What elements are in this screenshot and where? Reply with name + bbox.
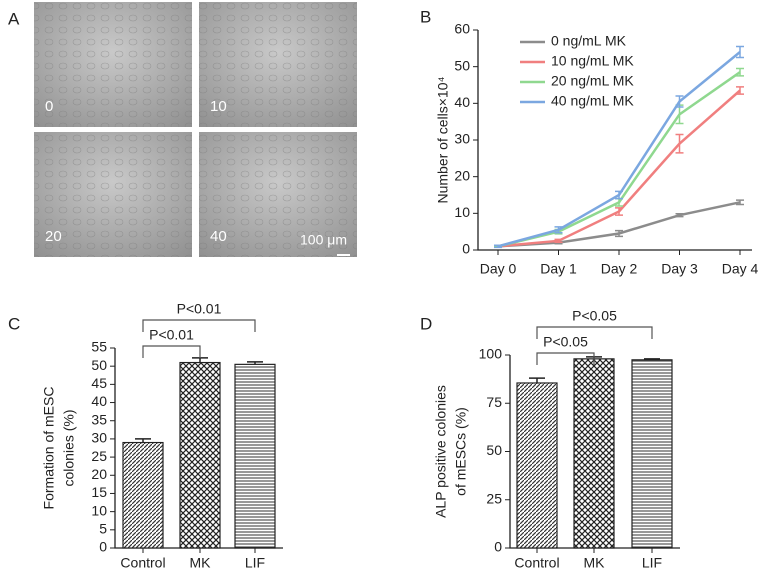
error-bar	[615, 229, 623, 238]
error-bar	[615, 207, 623, 216]
error-bar	[554, 226, 563, 234]
bar	[631, 359, 673, 549]
bar	[516, 382, 558, 549]
y-tick-label: 50	[91, 357, 107, 373]
bar	[122, 441, 164, 549]
y-axis-label: Formation of mESC	[41, 387, 57, 510]
error-bar	[675, 133, 684, 154]
error-bar	[247, 361, 263, 365]
image-label: 0	[45, 98, 53, 115]
error-bar	[494, 244, 502, 249]
y-tick-label: 40	[454, 94, 470, 110]
series-line	[497, 89, 741, 248]
y-tick-label: 15	[91, 484, 107, 500]
x-tick-label: Day 4	[722, 261, 759, 277]
y-tick-label: 20	[91, 466, 107, 482]
y-tick-label: 30	[91, 430, 107, 446]
image-label: 20	[45, 228, 62, 245]
y-axis-label: colonies (%)	[61, 409, 77, 486]
panel-label: D	[420, 314, 432, 333]
y-tick-label: 10	[91, 502, 107, 518]
error-bar	[736, 199, 744, 206]
y-tick-label: 20	[454, 167, 470, 183]
error-bar	[736, 45, 744, 59]
y-tick-label: 5	[99, 521, 107, 537]
x-tick-label: MK	[190, 555, 212, 570]
y-tick-label: 75	[486, 394, 502, 410]
y-tick-label: 0	[99, 539, 107, 555]
y-tick-label: 50	[486, 442, 502, 458]
error-bar	[615, 190, 623, 200]
error-bar	[192, 357, 208, 363]
error-bar	[644, 358, 660, 360]
y-tick-label: 45	[91, 375, 107, 391]
y-tick-label: 0	[494, 539, 502, 555]
significance-bracket	[142, 319, 256, 332]
scale-bar-label: 100 μm	[300, 232, 347, 248]
significance-label: P<0.05	[572, 308, 617, 324]
y-tick-label: 50	[454, 57, 470, 73]
bar	[234, 363, 276, 549]
micrograph-texture	[199, 2, 357, 127]
panel-label: A	[8, 9, 20, 28]
y-tick-label: 30	[454, 131, 470, 147]
y-tick-label: 25	[486, 490, 502, 506]
y-tick-label: 10	[454, 204, 470, 220]
micrograph-texture	[199, 132, 357, 257]
bar	[573, 358, 615, 549]
y-tick-label: 100	[479, 346, 503, 362]
y-tick-label: 35	[91, 411, 107, 427]
y-axis-label: ALP positive colonies	[433, 385, 449, 518]
micrograph-texture	[34, 2, 192, 127]
y-tick-label: 60	[454, 21, 470, 37]
legend-label: 10 ng/mL MK	[551, 53, 634, 69]
significance-label: P<0.01	[149, 327, 194, 343]
micrograph-texture	[34, 132, 192, 257]
x-tick-label: Day 1	[540, 261, 577, 277]
panel-label: C	[8, 314, 20, 333]
error-bar	[736, 86, 744, 95]
x-tick-label: LIF	[642, 555, 662, 570]
significance-label: P<0.01	[177, 301, 222, 317]
x-tick-label: LIF	[245, 555, 265, 570]
y-tick-label: 55	[91, 339, 107, 355]
image-label: 10	[210, 98, 227, 115]
x-tick-label: Control	[514, 555, 559, 570]
bar	[179, 361, 221, 549]
y-tick-label: 25	[91, 448, 107, 464]
significance-bracket	[536, 352, 595, 365]
x-tick-label: Day 0	[480, 261, 517, 277]
x-tick-label: Day 3	[661, 261, 698, 277]
error-bar	[554, 238, 563, 244]
y-tick-label: 40	[91, 393, 107, 409]
y-axis-label: Number of cells×10⁴	[435, 76, 451, 203]
legend-label: 0 ng/mL MK	[551, 33, 627, 49]
error-bar	[529, 377, 545, 383]
image-label: 40	[210, 228, 227, 245]
panel-label: B	[420, 7, 431, 26]
significance-bracket	[142, 345, 201, 358]
significance-label: P<0.05	[543, 334, 588, 350]
error-bar	[675, 95, 684, 108]
x-tick-label: MK	[584, 555, 606, 570]
significance-bracket	[536, 326, 653, 339]
error-bar	[135, 438, 151, 443]
y-tick-label: 0	[462, 241, 470, 257]
error-bar	[675, 212, 684, 218]
legend-label: 20 ng/mL MK	[551, 73, 634, 89]
error-bar	[736, 67, 744, 77]
x-tick-label: Day 2	[601, 261, 638, 277]
legend-label: 40 ng/mL MK	[551, 93, 634, 109]
y-axis-label: of mESCs (%)	[453, 407, 469, 496]
x-tick-label: Control	[120, 555, 165, 570]
